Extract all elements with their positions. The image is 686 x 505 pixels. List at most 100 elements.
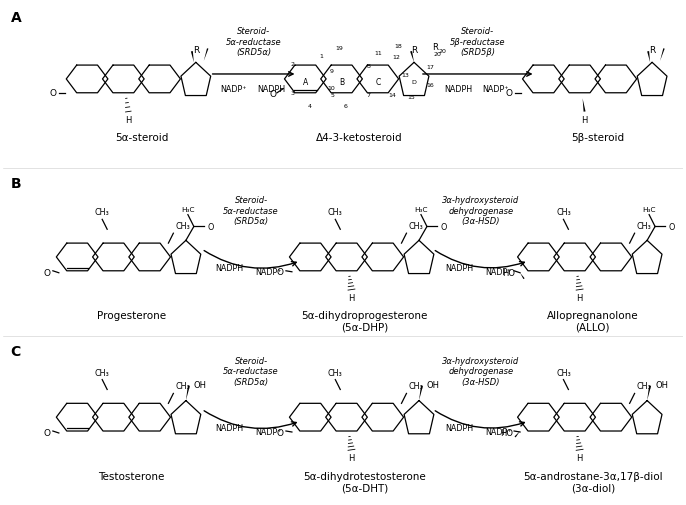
- Text: Steroid-
5α-reductase
(SRD5α): Steroid- 5α-reductase (SRD5α): [223, 196, 279, 226]
- Text: CH₃: CH₃: [176, 382, 190, 391]
- Text: NADPH: NADPH: [215, 423, 244, 432]
- Text: O: O: [276, 268, 283, 277]
- Text: D: D: [412, 80, 416, 85]
- Polygon shape: [186, 386, 190, 401]
- Text: H: H: [348, 293, 355, 302]
- Text: H: H: [576, 293, 583, 302]
- Text: 5: 5: [331, 92, 334, 97]
- Text: Steroid-
5α-reductase
(SRD5α): Steroid- 5α-reductase (SRD5α): [226, 27, 281, 57]
- Text: 5α-steroid: 5α-steroid: [115, 133, 168, 143]
- Text: HO: HO: [501, 269, 514, 278]
- Text: NADPH: NADPH: [257, 85, 285, 94]
- Text: H₃C: H₃C: [414, 206, 428, 212]
- Text: 5α-dihydrotestosterone
(5α-DHT): 5α-dihydrotestosterone (5α-DHT): [303, 471, 426, 492]
- Text: H: H: [581, 115, 588, 124]
- Text: Steroid-
5β-reductase
(SRD5β): Steroid- 5β-reductase (SRD5β): [450, 27, 506, 57]
- Text: 15: 15: [407, 95, 415, 100]
- Text: NADPH: NADPH: [444, 85, 472, 94]
- Text: A: A: [303, 78, 308, 87]
- Text: B: B: [339, 78, 344, 87]
- Text: 8: 8: [367, 64, 370, 69]
- Text: NADP⁺: NADP⁺: [256, 267, 282, 276]
- Text: O: O: [208, 223, 214, 231]
- Text: CH₃: CH₃: [408, 222, 423, 231]
- Text: 10: 10: [327, 85, 335, 90]
- Text: O: O: [441, 223, 447, 231]
- Polygon shape: [520, 273, 525, 280]
- Text: 2: 2: [291, 62, 295, 67]
- Text: NADP⁺: NADP⁺: [485, 427, 512, 436]
- Text: 20: 20: [439, 49, 447, 54]
- Text: H: H: [125, 115, 132, 124]
- Polygon shape: [419, 386, 423, 401]
- Text: 16: 16: [427, 83, 434, 88]
- Text: 7: 7: [366, 92, 370, 97]
- Text: 3α-hydroxysteroid
dehydrogenase
(3α-HSD): 3α-hydroxysteroid dehydrogenase (3α-HSD): [442, 356, 519, 386]
- Text: H₃C: H₃C: [642, 206, 656, 212]
- Text: 4: 4: [307, 104, 311, 109]
- Text: R: R: [649, 46, 655, 55]
- Polygon shape: [514, 431, 520, 437]
- Text: 13: 13: [401, 73, 409, 78]
- Text: 18: 18: [394, 44, 403, 49]
- Text: 6: 6: [344, 104, 348, 109]
- Text: CH₃: CH₃: [556, 368, 571, 377]
- Polygon shape: [660, 49, 665, 62]
- Text: CH₃: CH₃: [176, 222, 190, 231]
- Text: 1: 1: [320, 54, 324, 59]
- Text: NADPH: NADPH: [445, 423, 473, 432]
- Text: NADP⁺: NADP⁺: [485, 267, 512, 276]
- Text: O: O: [506, 89, 512, 98]
- Text: OH: OH: [427, 380, 440, 389]
- Text: R: R: [411, 46, 417, 55]
- Text: Steroid-
5α-reductase
(SRD5α): Steroid- 5α-reductase (SRD5α): [223, 356, 279, 386]
- Text: CH₃: CH₃: [637, 222, 651, 231]
- Polygon shape: [191, 52, 194, 63]
- Text: CH₃: CH₃: [328, 368, 343, 377]
- Text: NADPH: NADPH: [445, 264, 473, 272]
- Polygon shape: [647, 386, 651, 401]
- Text: CH₃: CH₃: [95, 208, 110, 217]
- Text: 17: 17: [427, 65, 434, 70]
- Polygon shape: [582, 99, 586, 113]
- Text: OH: OH: [194, 380, 207, 389]
- Text: 20: 20: [434, 53, 442, 58]
- Text: NADP⁺: NADP⁺: [220, 85, 247, 94]
- Text: 19: 19: [335, 45, 344, 50]
- Polygon shape: [204, 49, 209, 62]
- Text: 3: 3: [291, 91, 295, 96]
- Text: NADPH: NADPH: [215, 264, 244, 272]
- Text: HO: HO: [499, 428, 512, 437]
- Text: O: O: [276, 428, 283, 437]
- Text: 14: 14: [388, 92, 397, 97]
- Text: 5β-steroid: 5β-steroid: [571, 133, 624, 143]
- Text: 11: 11: [374, 51, 381, 56]
- Text: 5α-androstane-3α,17β-diol
(3α-diol): 5α-androstane-3α,17β-diol (3α-diol): [523, 471, 663, 492]
- Text: CH₃: CH₃: [95, 368, 110, 377]
- Text: R: R: [193, 46, 199, 55]
- Text: 12: 12: [392, 55, 401, 60]
- Text: CH₃: CH₃: [328, 208, 343, 217]
- Text: Progesterone: Progesterone: [97, 311, 166, 321]
- Text: Testosterone: Testosterone: [98, 471, 165, 481]
- Text: NADP⁺: NADP⁺: [482, 85, 509, 94]
- Text: O: O: [270, 90, 276, 99]
- Text: CH₃: CH₃: [556, 208, 571, 217]
- Text: CH₃: CH₃: [408, 382, 423, 391]
- Text: Δ4-3-ketosteroid: Δ4-3-ketosteroid: [316, 133, 403, 143]
- Polygon shape: [647, 52, 650, 63]
- Text: O: O: [49, 89, 56, 98]
- Text: O: O: [669, 223, 675, 231]
- Text: A: A: [11, 11, 21, 25]
- Text: O: O: [43, 269, 50, 278]
- Text: R: R: [432, 43, 438, 52]
- Text: 5α-dihydroprogesterone
(5α-DHP): 5α-dihydroprogesterone (5α-DHP): [301, 311, 428, 332]
- Polygon shape: [410, 52, 414, 63]
- Text: NADP⁺: NADP⁺: [256, 427, 282, 436]
- Text: O: O: [43, 429, 50, 438]
- Text: 9: 9: [329, 69, 333, 74]
- Text: CH₃: CH₃: [637, 382, 651, 391]
- Text: B: B: [11, 176, 21, 190]
- Text: OH: OH: [655, 380, 668, 389]
- Text: H: H: [348, 453, 355, 462]
